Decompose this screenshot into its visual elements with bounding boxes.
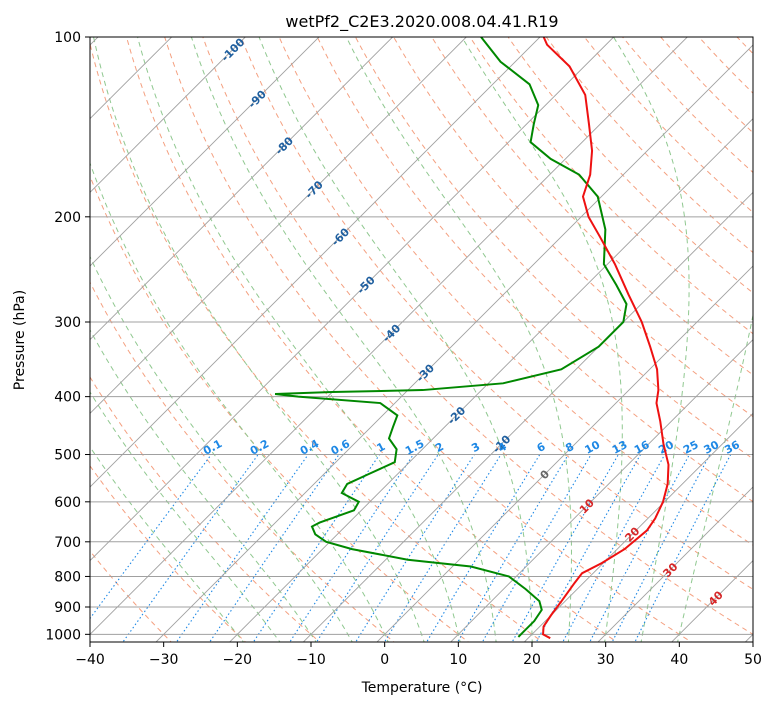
- mixing-ratio-label: 25: [681, 438, 701, 457]
- y-tick-label: 1000: [45, 627, 81, 643]
- dry-adiabat-line: [393, 37, 753, 418]
- y-tick-label: 200: [54, 210, 81, 226]
- moist-adiabats: [90, 37, 753, 642]
- x-axis: −40 −30 −20 −10 0 10 20 30 40 50: [75, 642, 762, 668]
- isotherms: [90, 37, 753, 642]
- dry-adiabat-line: [90, 174, 470, 642]
- y-tick-label: 600: [54, 495, 81, 511]
- dewpoint-series-line: [274, 37, 628, 638]
- y-tick-label: 700: [54, 535, 81, 551]
- moist-adiabat-line: [612, 37, 690, 642]
- y-tick-label: 900: [54, 600, 81, 616]
- mixing-ratio-line: [511, 454, 619, 642]
- profiles: [274, 37, 670, 640]
- dry-adiabat-line: [90, 550, 172, 642]
- moist-adiabat-line: [461, 37, 623, 642]
- isotherm-line: [376, 265, 753, 642]
- isotherm-line: [229, 118, 753, 642]
- y-tick-label: 100: [54, 30, 81, 46]
- isotherm-line: [523, 412, 753, 642]
- mixing-ratio-label: 16: [632, 438, 652, 457]
- mixing-ratio-line: [289, 454, 414, 642]
- y-tick-label: 300: [54, 315, 81, 331]
- moist-adiabat-line: [345, 37, 572, 642]
- mixing-ratio-line: [175, 454, 309, 642]
- mixing-ratio-labels: 0.1 0.2 0.4 0.6 1 1.5 2 3 4 6 8 10 13 16 20 25 30 36: [201, 437, 742, 458]
- isotherm-line: [90, 37, 541, 488]
- moist-adiabat-line: [258, 37, 533, 642]
- mixing-ratio-line: [634, 454, 732, 642]
- moist-adiabat-line: [190, 37, 497, 642]
- isotherm-line: [155, 44, 753, 642]
- y-tick-label: 400: [54, 390, 81, 406]
- mixing-ratio-label: 30: [701, 438, 721, 457]
- x-tick-label: −20: [223, 652, 253, 668]
- dry-adiabat-line: [90, 281, 395, 642]
- isotherm-line: [90, 37, 467, 414]
- mixing-ratio-label: 36: [722, 438, 742, 457]
- moist-adiabat-line: [90, 391, 281, 642]
- dry-adiabat-line: [164, 37, 693, 642]
- dry-adiabat-line: [507, 37, 753, 294]
- mixing-ratio-line: [383, 454, 502, 642]
- y-axis: 1000 900 800 700 600 500 400 300 200 100: [45, 30, 90, 643]
- x-tick-label: −30: [149, 652, 179, 668]
- mixing-ratio-label: 10: [583, 438, 603, 457]
- moist-adiabat-line: [90, 329, 317, 642]
- y-tick-label: 800: [54, 569, 81, 585]
- isotherm-line: [90, 37, 394, 341]
- moist-adiabat-line: [90, 446, 245, 642]
- x-tick-label: 10: [449, 652, 467, 668]
- isotherm-line: [90, 37, 320, 267]
- dry-adiabat-line: [469, 37, 753, 335]
- dry-adiabat-line: [90, 41, 544, 642]
- x-axis-title: Temperature (°C): [361, 680, 483, 696]
- isotherm-line: [90, 37, 615, 562]
- mixing-ratio-line: [209, 454, 340, 642]
- x-tick-label: 40: [670, 652, 688, 668]
- x-tick-label: −10: [296, 652, 326, 668]
- temperature-series-line: [542, 37, 670, 640]
- dry-adiabat-line: [202, 37, 753, 635]
- moist-adiabat-line: [93, 37, 425, 642]
- mixing-ratio-lines: [90, 454, 732, 642]
- x-tick-label: 0: [380, 652, 389, 668]
- x-tick-label: 20: [523, 652, 541, 668]
- y-axis-title: Pressure (hPa): [12, 290, 28, 390]
- dry-adiabat-line: [90, 376, 321, 642]
- dry-adiabat-line: [354, 37, 753, 460]
- mixing-ratio-line: [562, 454, 666, 642]
- plot-frame: [89, 36, 754, 643]
- chart-title: wetPf2_C2E3.2020.008.04.41.R19: [285, 12, 558, 32]
- x-tick-label: 50: [744, 652, 762, 668]
- mixing-ratio-label: 13: [610, 438, 630, 457]
- moist-adiabat-line: [90, 255, 353, 642]
- moist-adiabat-line: [90, 161, 389, 642]
- x-tick-label: 30: [597, 652, 615, 668]
- isotherm-line: [90, 37, 688, 635]
- y-tick-label: 500: [54, 448, 81, 464]
- isotherm-line: [90, 37, 246, 193]
- mixing-ratio-line: [535, 454, 641, 642]
- isotherm-line: [450, 339, 753, 642]
- isotherm-line: [597, 486, 753, 642]
- mixing-ratio-line: [90, 454, 212, 620]
- x-tick-label: −40: [75, 652, 105, 668]
- mixing-ratio-line: [315, 454, 439, 642]
- mixing-ratio-label: 20: [656, 438, 676, 457]
